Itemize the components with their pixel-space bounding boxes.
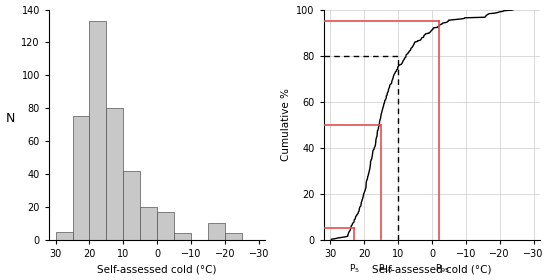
X-axis label: Self-assessed cold (°C): Self-assessed cold (°C) [372,264,492,274]
Bar [225,233,242,240]
Bar [106,108,123,240]
Text: P$_5$: P$_5$ [349,263,360,276]
Bar [73,116,90,240]
Y-axis label: N: N [6,112,15,125]
Y-axis label: Cumulative %: Cumulative % [280,88,291,161]
Bar [56,232,73,240]
Text: P$_{50}$: P$_{50}$ [378,263,393,276]
Bar [140,207,157,240]
Bar [123,171,140,240]
Bar [90,21,106,240]
Bar [208,223,225,240]
Bar [157,212,174,240]
Text: P$_{95}$: P$_{95}$ [436,263,450,276]
X-axis label: Self-assessed cold (°C): Self-assessed cold (°C) [97,264,217,274]
Bar [174,233,191,240]
